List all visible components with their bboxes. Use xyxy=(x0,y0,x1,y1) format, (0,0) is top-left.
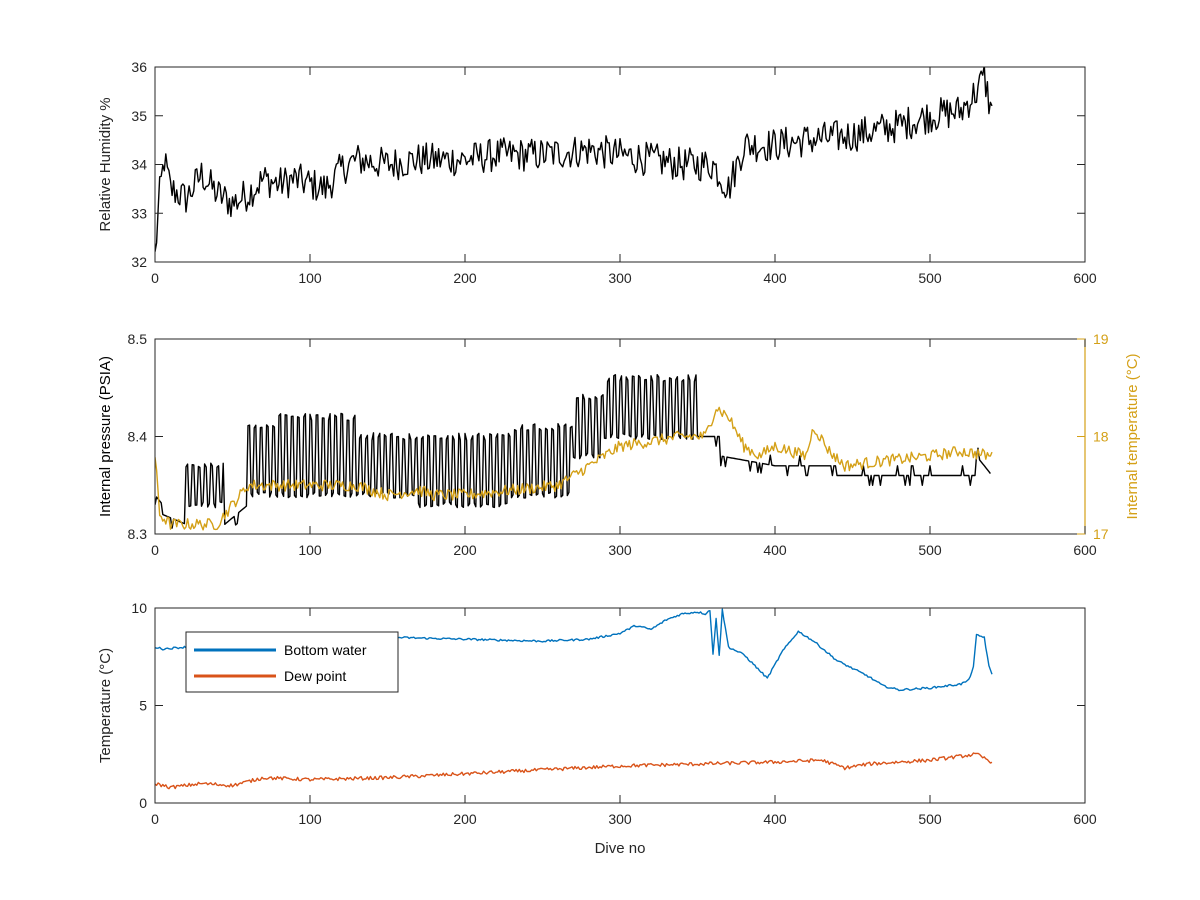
legend: Bottom water Dew point xyxy=(185,631,399,693)
y-tick-label: 36 xyxy=(131,59,147,75)
x-tick-label: 400 xyxy=(763,542,787,558)
axes-frame xyxy=(154,66,1086,263)
x-tick-label: 300 xyxy=(608,270,632,286)
x-tick-label: 200 xyxy=(453,270,477,286)
y-tick-label: 10 xyxy=(131,600,147,616)
y-tick-label: 33 xyxy=(131,205,147,221)
y-axis-label: Internal pressure (PSIA) xyxy=(97,356,114,517)
series-line-2 xyxy=(155,752,993,790)
x-tick-label: 500 xyxy=(918,542,942,558)
x-tick-label: 300 xyxy=(608,542,632,558)
y2-axis-label: Internal temperature (°C) xyxy=(1124,353,1141,519)
subplot-2: 0 100 200 300 400 500 600 8.3 8.4 8.5 17 18 19 Intern… xyxy=(97,331,1141,558)
axes-frame xyxy=(154,338,1086,535)
plot-area xyxy=(155,374,993,531)
x-tick-label: 0 xyxy=(151,542,159,558)
x-axis-label: Dive no xyxy=(595,840,646,857)
x-tick-label: 600 xyxy=(1073,270,1097,286)
legend-label: Bottom water xyxy=(284,642,367,658)
y-tick-label: 0 xyxy=(139,795,147,811)
x-tick-label: 300 xyxy=(608,811,632,827)
y-tick-label: 8.3 xyxy=(128,526,148,542)
y-tick-label: 34 xyxy=(131,157,147,173)
y-tick-label: 8.4 xyxy=(128,429,148,445)
y2-tick-label: 17 xyxy=(1093,526,1109,542)
subplot-3: 0 100 200 300 400 500 600 0 5 10 Temperature (°C) D… xyxy=(97,600,1097,857)
y2-tick-label: 18 xyxy=(1093,429,1109,445)
x-tick-label: 100 xyxy=(298,811,322,827)
plot-area xyxy=(155,67,993,252)
legend-label: Dew point xyxy=(284,668,346,684)
y-tick-label: 5 xyxy=(139,698,147,714)
legend-box xyxy=(185,631,399,693)
y-tick-label: 35 xyxy=(131,108,147,124)
x-tick-label: 400 xyxy=(763,811,787,827)
x-tick-label: 500 xyxy=(918,811,942,827)
y2-tick-label: 19 xyxy=(1093,331,1109,347)
y-tick-label: 32 xyxy=(131,254,147,270)
x-tick-label: 400 xyxy=(763,270,787,286)
x-tick-label: 100 xyxy=(298,270,322,286)
x-tick-label: 500 xyxy=(918,270,942,286)
x-tick-label: 0 xyxy=(151,811,159,827)
subplot-1: 0 100 200 300 400 500 600 32 33 34 35 36 Relative Hu… xyxy=(97,59,1097,286)
x-tick-label: 600 xyxy=(1073,542,1097,558)
y-tick-label: 8.5 xyxy=(128,331,148,347)
series-line-2 xyxy=(155,406,993,531)
x-tick-label: 200 xyxy=(453,542,477,558)
y-axis-label: Temperature (°C) xyxy=(97,648,114,763)
series-line-1 xyxy=(155,67,993,252)
x-tick-label: 600 xyxy=(1073,811,1097,827)
x-tick-label: 0 xyxy=(151,270,159,286)
y-axis-label: Relative Humidity % xyxy=(97,97,114,231)
series-line-1 xyxy=(155,374,991,529)
x-tick-label: 200 xyxy=(453,811,477,827)
x-tick-label: 100 xyxy=(298,542,322,558)
